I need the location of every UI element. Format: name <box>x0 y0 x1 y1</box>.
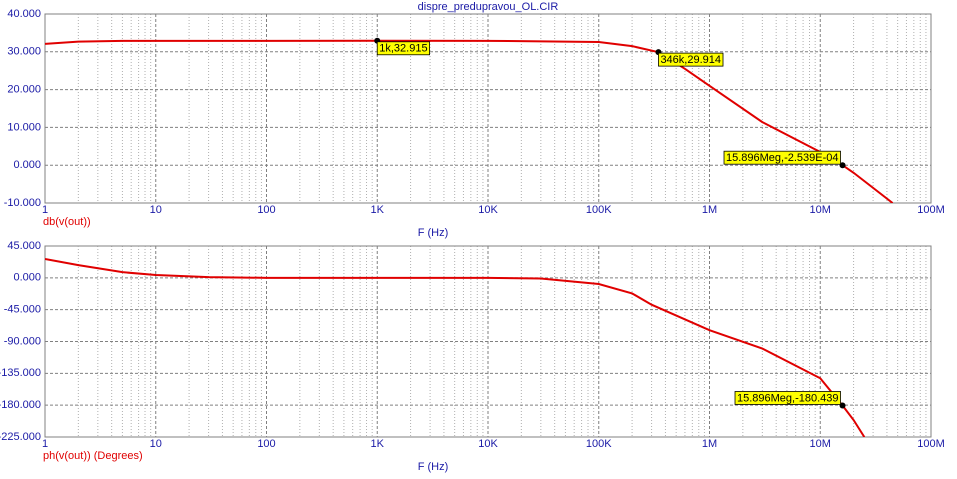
y-tick-label: -10.000 <box>4 197 41 209</box>
marker-dot <box>839 402 846 409</box>
x-tick-label: 1K <box>371 438 385 450</box>
x-axis-label: F (Hz) <box>418 461 449 473</box>
marker-box <box>376 41 430 56</box>
y-tick-label: 0.000 <box>13 159 41 171</box>
x-tick-label: 100 <box>257 204 275 216</box>
x-tick-label: 1 <box>42 204 48 216</box>
x-tick-label: 10K <box>478 438 498 450</box>
y-tick-label: -180.000 <box>0 399 41 411</box>
x-tick-label: 10M <box>810 438 831 450</box>
marker-box <box>723 150 841 165</box>
x-tick-label: 100K <box>586 438 612 450</box>
y-tick-label: -45.000 <box>4 304 41 316</box>
x-tick-label: 100M <box>917 204 945 216</box>
x-tick-label: 1M <box>702 204 717 216</box>
x-tick-label: 1 <box>42 438 48 450</box>
y-tick-label: 0.000 <box>13 272 41 284</box>
marker-label: 346k,29.914 <box>660 54 721 66</box>
marker-label: 15.896Meg,-180.439 <box>737 392 839 404</box>
y-tick-label: -90.000 <box>4 335 41 347</box>
legend-entry: ph(v(out)) (Degrees) <box>43 450 143 462</box>
x-axis-label: F (Hz) <box>418 227 449 239</box>
marker-box <box>658 52 724 67</box>
y-tick-label: 20.000 <box>7 84 41 96</box>
x-tick-label: 1M <box>702 438 717 450</box>
series-line <box>45 258 866 437</box>
marker-dot <box>839 162 846 169</box>
y-tick-label: 40.000 <box>7 8 41 20</box>
y-tick-label: 45.000 <box>7 240 41 252</box>
x-tick-label: 1K <box>371 204 385 216</box>
marker-label: 15.896Meg,-2.539E-04 <box>726 152 839 164</box>
series-group <box>45 258 866 437</box>
y-tick-label: 10.000 <box>7 121 41 133</box>
y-tick-label: -135.000 <box>0 367 41 379</box>
x-tick-label: 100M <box>917 438 945 450</box>
marker-box <box>734 391 841 405</box>
legend-entry: db(v(out)) <box>43 216 91 228</box>
x-tick-label: 10K <box>478 204 498 216</box>
x-tick-label: 10M <box>810 204 831 216</box>
x-tick-label: 10 <box>150 438 162 450</box>
y-tick-label: -225.000 <box>0 431 41 443</box>
y-tick-label: 30.000 <box>7 46 41 58</box>
marker-label: 1k,32.915 <box>379 43 427 55</box>
x-tick-label: 100K <box>586 204 612 216</box>
x-tick-label: 100 <box>257 438 275 450</box>
x-tick-label: 10 <box>150 204 162 216</box>
chart-title: dispre_predupravou_OL.CIR <box>418 1 559 13</box>
